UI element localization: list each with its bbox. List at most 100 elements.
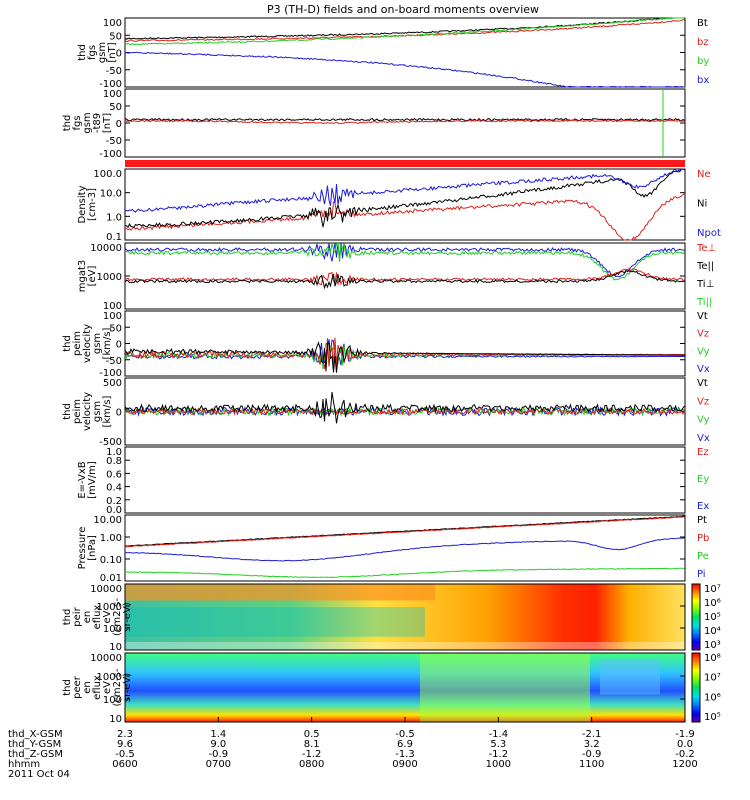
- legend-Vx: Vx: [697, 364, 710, 375]
- legend-Vy: Vy: [697, 346, 710, 357]
- series-Npot: [124, 168, 685, 213]
- y-axis-label-line: gsm: [92, 401, 103, 422]
- x-tick-label: 0600: [112, 759, 137, 770]
- y-axis-label-line: thd: [62, 609, 73, 626]
- y-tick-label: 0: [116, 340, 122, 351]
- y-tick-label: 100.0: [93, 169, 122, 180]
- y-tick-label: 0: [116, 49, 122, 60]
- y-axis-label-line: fgs: [87, 45, 98, 60]
- x-tick-label: 0.5: [304, 729, 320, 740]
- y-tick-label: 0: [116, 408, 122, 419]
- y-axis-label-line: peir: [72, 606, 83, 626]
- x-tick-label: -2.1: [582, 729, 602, 740]
- colorbar-peir: [691, 583, 701, 651]
- x-row-label: 2011 Oct 04: [8, 769, 70, 780]
- y-axis-label-line: gsm: [97, 42, 108, 63]
- legend-Pt: Pt: [697, 515, 707, 526]
- x-tick-label: 6.9: [397, 739, 413, 750]
- x-tick-label: 3.2: [584, 739, 600, 750]
- series-Pt: [124, 515, 685, 547]
- y-axis-label-line: thd: [62, 679, 73, 696]
- colorbar-peer: [691, 652, 701, 723]
- y-axis-label-line: Pressure: [77, 527, 88, 570]
- y-tick-label: 50: [109, 31, 122, 42]
- y-tick-label: 0.2: [106, 496, 122, 507]
- y-tick-label: 0.4: [106, 483, 122, 494]
- y-axis-label-line: eV: [102, 681, 113, 694]
- y-tick-label: 50: [109, 102, 122, 113]
- y-axis-label-line: [eV]: [87, 266, 98, 287]
- legend-Te||: Te||: [696, 261, 714, 272]
- series-Te-par: [124, 269, 685, 290]
- y-axis-label-line: peim: [72, 331, 83, 356]
- y-tick-label: -50: [106, 136, 122, 147]
- y-tick-label: 50: [109, 323, 122, 334]
- y-tick-label: 0.8: [106, 456, 122, 467]
- y-tick-label: 1.00: [100, 533, 122, 544]
- x-tick-label: -1.4: [489, 729, 509, 740]
- series-Ti-perp: [124, 242, 685, 278]
- y-axis-label-vel2: thdpeimvelocitygsm[km/s]: [62, 392, 113, 431]
- y-axis-label-line: mgat3: [77, 260, 88, 293]
- y-tick-label: 100: [103, 695, 122, 706]
- y-axis-label-line: E=-VxB: [77, 461, 88, 498]
- series-Pb: [124, 516, 685, 548]
- x-tick-label: -0.5: [115, 749, 135, 760]
- y-axis-label-peir: thdpeirenefluxeV(cm2-s-sr-eV): [62, 598, 133, 636]
- y-tick-label: 0.01: [100, 573, 122, 584]
- panel-frame-peir: [124, 583, 686, 651]
- series-Vt: [124, 341, 685, 373]
- x-tick-label: 0700: [206, 759, 231, 770]
- y-tick-label: 0.10: [100, 555, 122, 566]
- y-tick-label: 100: [103, 89, 122, 100]
- legend-Ti||: Ti||: [696, 297, 712, 308]
- x-row-label: thd_Z-GSM: [8, 749, 63, 760]
- y-axis-label-fgs2: thdfgsgsm-t89[nT]: [62, 112, 113, 133]
- x-tick-label: 9.0: [210, 739, 226, 750]
- y-tick-label: -100: [99, 79, 122, 90]
- y-axis-label-line: en: [82, 681, 93, 694]
- y-tick-label: 10000: [90, 653, 122, 664]
- y-axis-label-line: thd: [62, 335, 73, 352]
- y-tick-label: 0.6: [106, 469, 122, 480]
- x-row-label: thd_X-GSM: [8, 729, 63, 740]
- series-Pe: [124, 567, 685, 579]
- x-tick-label: 8.1: [304, 739, 320, 750]
- y-axis-label-line: thd: [62, 115, 73, 132]
- y-tick-label: 1.0: [106, 212, 122, 223]
- legend-Npot: Npot: [697, 228, 721, 239]
- y-axis-label-line: gsm: [92, 333, 103, 354]
- colorbar-label: 10⁴: [704, 626, 721, 637]
- legend-Ti⊥: Ti⊥: [696, 279, 714, 290]
- x-tick-label: -0.5: [395, 729, 415, 740]
- legend-Ey: Ey: [697, 474, 709, 485]
- panel-frame-vel1: [124, 310, 686, 377]
- x-tick-label: 0800: [299, 759, 324, 770]
- legend-Vz: Vz: [697, 396, 709, 407]
- y-tick-label: 1.0: [106, 447, 122, 458]
- y-tick-label: 10000: [90, 584, 122, 595]
- y-tick-label: -50: [106, 356, 122, 367]
- y-tick-label: 1000: [97, 602, 122, 613]
- y-axis-label-line: eV: [102, 610, 113, 623]
- panel-frame-density: [124, 168, 686, 241]
- x-tick-label: -1.9: [675, 729, 695, 740]
- y-tick-label: 100: [103, 311, 122, 322]
- y-tick-label: -100: [99, 368, 122, 379]
- y-axis-label-line: [km/s]: [102, 327, 113, 359]
- x-tick-label: 5.3: [490, 739, 506, 750]
- colorbar-label: 10³: [704, 640, 721, 651]
- panel-frame-efield: [124, 446, 686, 514]
- y-axis-label-line: sr-eV): [122, 673, 133, 702]
- colorbar-label: 10⁸: [704, 653, 721, 664]
- y-tick-label: 10.0: [100, 189, 122, 200]
- x-row-label: thd_Y-GSM: [8, 739, 61, 750]
- y-tick-label: 10000: [90, 243, 122, 254]
- x-tick-label: 0900: [392, 759, 417, 770]
- y-tick-label: 10: [109, 642, 122, 653]
- x-tick-label: -0.2: [675, 749, 695, 760]
- y-tick-label: 500: [103, 378, 122, 389]
- y-tick-label: 1000: [97, 672, 122, 683]
- y-axis-label-line: -t89: [92, 113, 103, 133]
